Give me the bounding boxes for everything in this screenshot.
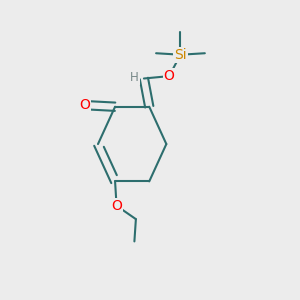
Text: O: O: [79, 98, 90, 112]
Text: O: O: [164, 69, 175, 83]
Text: O: O: [111, 199, 122, 213]
Text: H: H: [130, 71, 139, 84]
Text: Si: Si: [174, 48, 187, 62]
